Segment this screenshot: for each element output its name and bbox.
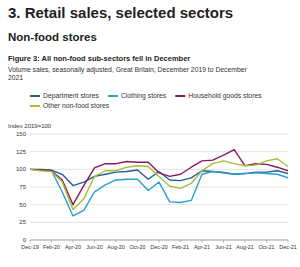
title: 3. Retail sales, selected sectors xyxy=(8,4,233,21)
grid-line xyxy=(30,151,288,152)
legend-item: Household goods stores xyxy=(175,92,262,100)
y-tick-label: 25 xyxy=(19,219,26,225)
x-tick-label: Aug-21 xyxy=(236,244,253,250)
x-tick xyxy=(137,240,138,243)
y-tick-label: 50 xyxy=(19,202,26,208)
legend-label: Household goods stores xyxy=(188,92,262,100)
legend-item: Other non-food stores xyxy=(30,102,110,109)
subtitle: Non-food stores xyxy=(8,31,97,43)
legend-swatch xyxy=(30,105,40,107)
x-tick-label: Jun-20 xyxy=(86,244,102,250)
legend-label: Clothing stores xyxy=(121,92,167,100)
y-tick-label: 150 xyxy=(16,131,27,137)
legend-swatch xyxy=(30,95,40,97)
legend-swatch xyxy=(108,95,118,97)
legend-swatch xyxy=(175,95,185,97)
y-axis-label: Index 2019=100 xyxy=(8,123,52,129)
x-tick xyxy=(202,240,203,243)
x-tick xyxy=(73,240,74,243)
legend-item: Department stores xyxy=(30,92,100,100)
x-tick-label: Feb-21 xyxy=(172,244,189,250)
x-tick xyxy=(223,240,224,243)
figure-title: Figure 3: All non-food sub-sectors fell … xyxy=(8,54,293,63)
x-tick xyxy=(266,240,267,243)
y-tick-label: 100 xyxy=(16,166,27,172)
x-tick-label: Apr-20 xyxy=(65,244,81,250)
x-tick xyxy=(245,240,246,243)
x-tick-label: Oct-21 xyxy=(258,244,274,250)
plot-area xyxy=(30,150,288,216)
x-tick xyxy=(51,240,52,243)
legend-item: Clothing stores xyxy=(108,92,167,100)
y-tick-label: 75 xyxy=(19,184,26,190)
x-tick xyxy=(288,240,289,243)
grid-line xyxy=(30,187,288,188)
x-tick xyxy=(30,240,31,243)
x-tick-label: Dec-19 xyxy=(21,244,38,250)
x-tick-label: Dec-21 xyxy=(279,244,296,250)
legend-label: Other non-food stores xyxy=(43,102,110,109)
y-tick-label: 0 xyxy=(23,237,27,243)
grid-line xyxy=(30,134,288,135)
series-line xyxy=(30,159,288,210)
x-tick-label: Dec-20 xyxy=(150,244,167,250)
x-tick xyxy=(180,240,181,243)
x-tick-label: Oct-20 xyxy=(129,244,145,250)
x-tick-label: Aug-20 xyxy=(107,244,124,250)
x-tick xyxy=(159,240,160,243)
y-tick-label: 125 xyxy=(16,149,27,155)
chart: Department stores Clothing stores Househol… xyxy=(0,0,300,267)
x-tick-label: Apr-21 xyxy=(194,244,210,250)
legend-label: Department stores xyxy=(43,92,100,100)
x-tick-label: Feb-20 xyxy=(43,244,60,250)
description: Volume sales, seasonally adjusted, Great… xyxy=(8,66,248,82)
x-tick xyxy=(94,240,95,243)
x-tick-label: Jun-21 xyxy=(215,244,231,250)
grid-line xyxy=(30,222,288,223)
grid-line xyxy=(30,169,288,170)
x-tick xyxy=(116,240,117,243)
